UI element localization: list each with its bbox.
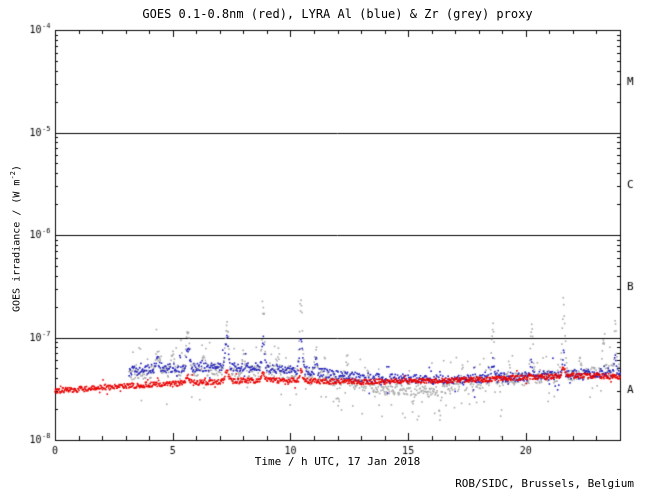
y-axis-label: GOES irradiance / (W m-2) — [9, 165, 22, 312]
x-axis-label: Time / h UTC, 17 Jan 2018 — [254, 455, 421, 468]
y-axis-label-sup: -2 — [9, 171, 17, 180]
credit-text: ROB/SIDC, Brussels, Belgium — [455, 477, 634, 490]
chart-title: GOES 0.1-0.8nm (red), LYRA Al (blue) & Z… — [142, 7, 533, 21]
y-axis-label-post: ) — [11, 165, 23, 172]
y-axis-label-pre: GOES irradiance / (W m — [11, 179, 23, 312]
